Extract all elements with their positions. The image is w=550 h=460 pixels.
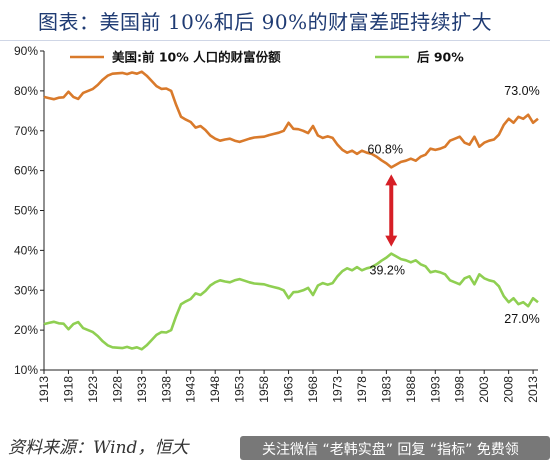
- source-note: 资料来源：Wind，恒大: [8, 438, 189, 458]
- x-tick-label: 1963: [282, 376, 296, 403]
- x-tick-label: 1983: [379, 376, 393, 403]
- x-tick-label: 1918: [61, 376, 75, 403]
- y-tick-label: 70%: [14, 124, 38, 138]
- y-tick-label: 40%: [14, 243, 38, 257]
- x-tick-label: 1993: [428, 376, 442, 403]
- x-tick-label: 1928: [110, 376, 124, 403]
- x-tick-label: 1953: [233, 376, 247, 403]
- series-line-0: [43, 70, 539, 169]
- gap-arrow-head-top: [385, 174, 398, 186]
- legend-label-1: 后 90%: [417, 50, 464, 65]
- annotations: 73.0% 60.8% 39.2% 27.0%: [368, 84, 540, 326]
- gap-arrow-head-bottom: [385, 235, 398, 247]
- data-label: 60.8%: [368, 142, 403, 156]
- data-label: 73.0%: [504, 84, 539, 98]
- y-tick-label: 50%: [14, 204, 38, 218]
- line-chart: 10% 20% 30% 40% 50% 60% 70% 80% 90% 1913 1918 1923…: [14, 44, 540, 403]
- y-axis: 10% 20% 30% 40% 50% 60% 70% 80% 90%: [14, 44, 45, 377]
- promo-overlay[interactable]: 关注微信 “老韩实盘” 回复 “指标” 免费领: [240, 436, 550, 460]
- x-tick-label: 1998: [453, 376, 467, 403]
- y-tick-label: 60%: [14, 164, 38, 178]
- x-tick-label: 1923: [86, 376, 100, 403]
- x-tick-label: 1958: [257, 376, 271, 403]
- x-tick-label: 2013: [526, 376, 540, 403]
- x-axis: 1913 1918 1923 1928 1933 1938 1943 1948 1953 1958…: [37, 369, 540, 403]
- x-tick-label: 1913: [37, 376, 51, 403]
- promo-overlay-text: 关注微信 “老韩实盘” 回复 “指标” 免费领: [262, 442, 519, 458]
- data-label: 27.0%: [504, 312, 539, 326]
- x-tick-label: 1948: [208, 376, 222, 403]
- x-tick-label: 1943: [184, 376, 198, 403]
- x-tick-label: 1968: [306, 376, 320, 403]
- x-tick-label: 1973: [330, 376, 344, 403]
- y-tick-label: 90%: [14, 44, 38, 58]
- series-lines: [43, 70, 539, 351]
- y-tick-label: 30%: [14, 283, 38, 297]
- legend-label-0: 美国:前 10% 人口的财富份额: [112, 50, 281, 65]
- title-bar: 图表：美国前 10%和后 90%的财富差距持续扩大: [0, 0, 550, 41]
- legend: 美国:前 10% 人口的财富份额 后 90%: [70, 50, 464, 65]
- x-tick-label: 1938: [159, 376, 173, 403]
- x-tick-label: 2003: [477, 376, 491, 403]
- x-tick-label: 1988: [404, 376, 418, 403]
- chart-title: 图表：美国前 10%和后 90%的财富差距持续扩大: [38, 10, 493, 34]
- y-tick-label: 80%: [14, 84, 38, 98]
- x-tick-label: 1978: [355, 376, 369, 403]
- series-line-1: [43, 252, 539, 351]
- x-tick-label: 1933: [135, 376, 149, 403]
- y-tick-label: 10%: [14, 363, 38, 377]
- y-tick-label: 20%: [14, 323, 38, 337]
- data-label: 39.2%: [370, 264, 405, 278]
- x-tick-label: 2008: [502, 376, 516, 403]
